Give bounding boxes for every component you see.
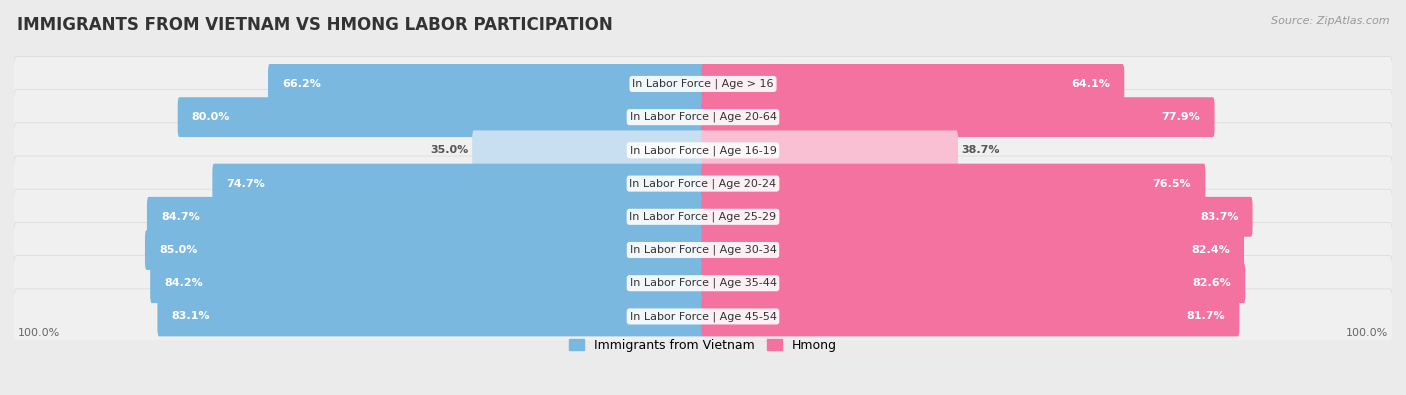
FancyBboxPatch shape <box>702 164 1205 203</box>
Text: 74.7%: 74.7% <box>226 179 266 188</box>
FancyBboxPatch shape <box>702 197 1253 237</box>
Text: 82.4%: 82.4% <box>1191 245 1230 255</box>
Text: In Labor Force | Age 25-29: In Labor Force | Age 25-29 <box>630 212 776 222</box>
FancyBboxPatch shape <box>150 263 704 303</box>
Text: 100.0%: 100.0% <box>1347 328 1389 338</box>
FancyBboxPatch shape <box>14 56 1392 111</box>
FancyBboxPatch shape <box>702 263 1246 303</box>
Text: 80.0%: 80.0% <box>191 112 231 122</box>
FancyBboxPatch shape <box>702 64 1125 104</box>
Text: 83.7%: 83.7% <box>1199 212 1239 222</box>
FancyBboxPatch shape <box>14 289 1392 344</box>
FancyBboxPatch shape <box>14 90 1392 145</box>
Text: In Labor Force | Age 45-54: In Labor Force | Age 45-54 <box>630 311 776 322</box>
FancyBboxPatch shape <box>14 156 1392 211</box>
Text: In Labor Force | Age 20-24: In Labor Force | Age 20-24 <box>630 178 776 189</box>
Text: 76.5%: 76.5% <box>1153 179 1191 188</box>
Text: IMMIGRANTS FROM VIETNAM VS HMONG LABOR PARTICIPATION: IMMIGRANTS FROM VIETNAM VS HMONG LABOR P… <box>17 16 613 34</box>
Text: 38.7%: 38.7% <box>962 145 1000 155</box>
Text: 77.9%: 77.9% <box>1161 112 1201 122</box>
FancyBboxPatch shape <box>14 189 1392 245</box>
Text: 81.7%: 81.7% <box>1187 311 1225 322</box>
Text: 84.7%: 84.7% <box>162 212 200 222</box>
FancyBboxPatch shape <box>14 123 1392 178</box>
Text: 84.2%: 84.2% <box>165 278 202 288</box>
Text: 64.1%: 64.1% <box>1071 79 1111 89</box>
Text: In Labor Force | Age > 16: In Labor Force | Age > 16 <box>633 79 773 89</box>
Text: In Labor Force | Age 20-64: In Labor Force | Age 20-64 <box>630 112 776 122</box>
FancyBboxPatch shape <box>702 230 1244 270</box>
FancyBboxPatch shape <box>702 130 957 170</box>
Text: In Labor Force | Age 16-19: In Labor Force | Age 16-19 <box>630 145 776 156</box>
Text: In Labor Force | Age 30-34: In Labor Force | Age 30-34 <box>630 245 776 255</box>
FancyBboxPatch shape <box>472 130 704 170</box>
FancyBboxPatch shape <box>146 197 704 237</box>
FancyBboxPatch shape <box>14 256 1392 311</box>
Text: In Labor Force | Age 35-44: In Labor Force | Age 35-44 <box>630 278 776 288</box>
FancyBboxPatch shape <box>702 297 1240 337</box>
Legend: Immigrants from Vietnam, Hmong: Immigrants from Vietnam, Hmong <box>564 334 842 357</box>
FancyBboxPatch shape <box>157 297 704 337</box>
Text: 85.0%: 85.0% <box>159 245 197 255</box>
FancyBboxPatch shape <box>212 164 704 203</box>
FancyBboxPatch shape <box>14 222 1392 278</box>
Text: 100.0%: 100.0% <box>17 328 59 338</box>
Text: 82.6%: 82.6% <box>1192 278 1232 288</box>
Text: 83.1%: 83.1% <box>172 311 209 322</box>
Text: 66.2%: 66.2% <box>283 79 321 89</box>
FancyBboxPatch shape <box>177 97 704 137</box>
FancyBboxPatch shape <box>145 230 704 270</box>
FancyBboxPatch shape <box>269 64 704 104</box>
Text: Source: ZipAtlas.com: Source: ZipAtlas.com <box>1271 16 1389 26</box>
FancyBboxPatch shape <box>702 97 1215 137</box>
Text: 35.0%: 35.0% <box>430 145 468 155</box>
